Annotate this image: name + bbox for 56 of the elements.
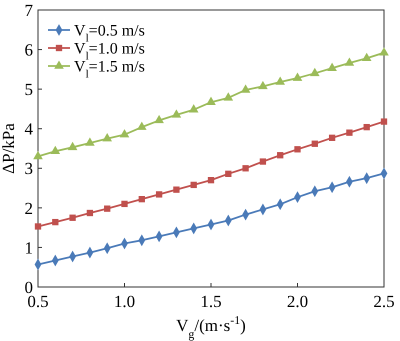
point [138, 196, 145, 202]
legend-label: V$_{l}$=1.5 m/s [74, 58, 145, 81]
point [34, 223, 42, 230]
y-tick-label: 1 [24, 238, 33, 258]
point [362, 52, 372, 62]
point [344, 57, 354, 66]
point [328, 134, 336, 141]
point [102, 133, 112, 142]
point [327, 62, 337, 71]
y-tick-label: 3 [24, 159, 33, 178]
point [346, 130, 353, 136]
point [380, 118, 388, 125]
x-tick-label: 2.0 [286, 292, 308, 311]
point [85, 137, 95, 146]
point [242, 165, 249, 172]
x-tick-label: 1.5 [200, 292, 222, 311]
point [240, 84, 250, 93]
y-tick-label: 7 [24, 0, 34, 20]
point [223, 92, 234, 101]
point [258, 80, 268, 90]
point [69, 214, 76, 221]
y-tick-label: 4 [24, 120, 34, 139]
point [379, 47, 389, 56]
y-tick-label: 5 [24, 80, 33, 100]
x-tick-label: 1.0 [114, 292, 136, 311]
point [190, 182, 197, 188]
point [206, 96, 216, 105]
point [86, 210, 94, 216]
x-axis-title: V$_{g}$/(m·s$^{-1}$) [176, 313, 246, 341]
point [277, 152, 284, 158]
point [225, 170, 232, 177]
y-tick-label: 6 [24, 40, 33, 60]
point [294, 146, 301, 152]
point [50, 146, 60, 154]
point [156, 191, 162, 198]
point [172, 109, 182, 118]
point [173, 186, 180, 193]
point [154, 114, 164, 124]
point [121, 200, 128, 208]
point [68, 142, 78, 150]
point [310, 68, 320, 76]
point [292, 72, 302, 81]
point [136, 122, 147, 130]
point [188, 104, 199, 112]
point [312, 140, 318, 147]
point [260, 158, 266, 165]
point [275, 76, 286, 85]
point [208, 176, 214, 184]
point [120, 129, 130, 138]
y-tick-label: 2 [24, 198, 33, 218]
point [33, 150, 43, 160]
point [104, 205, 110, 212]
x-tick-label: 2.5 [373, 292, 395, 311]
point [52, 218, 58, 226]
point [364, 124, 370, 130]
y-axis-title: ΔP/kPa [0, 122, 18, 174]
